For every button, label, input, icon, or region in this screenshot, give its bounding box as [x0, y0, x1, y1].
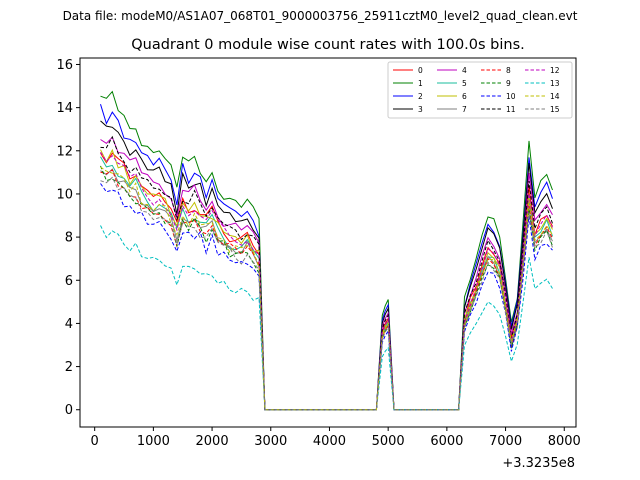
x-tick-label: 0 — [91, 434, 99, 449]
x-axis-ticks: 0 1000 2000 3000 4000 5000 6000 7000 8000 — [91, 427, 581, 449]
y-tick-label: 12 — [56, 144, 73, 159]
y-tick-label: 4 — [65, 317, 73, 332]
legend-label-6: 6 — [462, 92, 467, 101]
y-tick-label: 16 — [56, 58, 73, 73]
y-tick-label: 0 — [65, 403, 73, 418]
x-tick-label: 5000 — [372, 434, 405, 449]
y-axis-ticks: 0 2 4 6 8 10 12 14 16 — [56, 58, 80, 418]
series-layer — [100, 90, 553, 411]
legend-label-11: 11 — [506, 105, 516, 114]
series-line-15 — [100, 176, 553, 411]
y-tick-label: 6 — [65, 274, 73, 289]
chart-title: Quadrant 0 module wise count rates with … — [131, 37, 525, 53]
x-tick-label: 8000 — [548, 434, 581, 449]
legend-label-15: 15 — [550, 105, 560, 114]
legend-label-0: 0 — [418, 66, 423, 75]
x-tick-label: 6000 — [430, 434, 463, 449]
legend-label-1: 1 — [418, 79, 423, 88]
legend-label-7: 7 — [462, 105, 467, 114]
legend-label-13: 13 — [550, 79, 560, 88]
x-tick-label: 4000 — [313, 434, 346, 449]
axes: 0 1000 2000 3000 4000 5000 6000 7000 8000 0 2 4 6 8 1… — [56, 57, 581, 471]
legend-label-5: 5 — [462, 79, 467, 88]
plot-area — [100, 90, 553, 411]
legend-label-8: 8 — [506, 66, 511, 75]
legend-label-10: 10 — [506, 92, 516, 101]
legend-frame — [387, 61, 573, 119]
axes-frame — [79, 57, 577, 428]
x-tick-label: 1000 — [137, 434, 170, 449]
y-tick-label: 14 — [56, 101, 73, 116]
x-tick-label: 3000 — [254, 434, 287, 449]
series-line-14 — [100, 166, 553, 411]
x-tick-label: 2000 — [196, 434, 229, 449]
x-axis-offset-label: +3.3235e8 — [502, 456, 575, 471]
legend-label-4: 4 — [462, 66, 467, 75]
series-line-13 — [100, 225, 553, 411]
x-tick-label: 7000 — [489, 434, 522, 449]
y-tick-label: 10 — [56, 187, 73, 202]
legend-label-3: 3 — [418, 105, 423, 114]
y-tick-label: 2 — [65, 360, 73, 375]
suptitle: Data file: modeM0/AS1A07_068T01_90000037… — [63, 9, 578, 23]
legend-label-12: 12 — [550, 66, 560, 75]
series-line-12 — [100, 151, 553, 411]
legend-label-9: 9 — [506, 79, 511, 88]
legend-label-2: 2 — [418, 92, 423, 101]
legend-label-14: 14 — [550, 92, 560, 101]
y-tick-label: 8 — [65, 231, 73, 246]
